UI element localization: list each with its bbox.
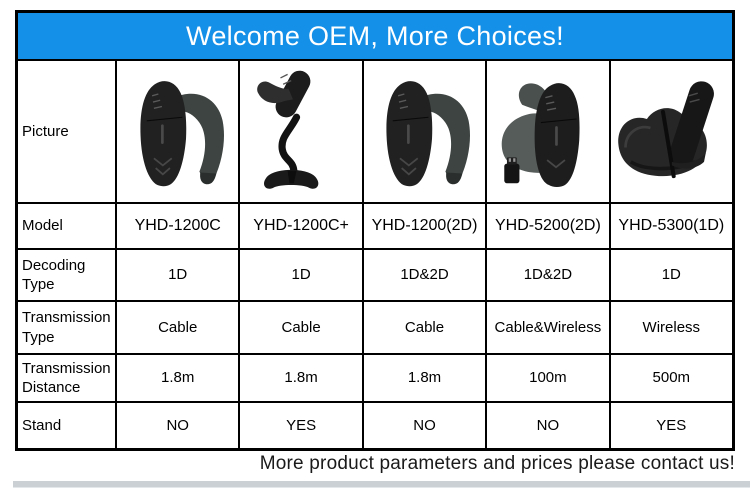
picture-cell-yhd-5200-2d	[487, 61, 609, 202]
banner-title: Welcome OEM, More Choices!	[186, 20, 564, 51]
stand-value: NO	[487, 403, 609, 448]
transmission-distance-value: 1.8m	[117, 355, 239, 401]
transmission-type-value: Cable&Wireless	[487, 302, 609, 353]
transmission-distance-value: 100m	[487, 355, 609, 401]
transmission-distance-value: 500m	[610, 355, 732, 401]
stand-value: YES	[610, 403, 732, 448]
handheld-scanner-icon	[386, 81, 471, 187]
transmission-type-value: Cable	[240, 302, 362, 353]
decoding-type-value: 1D&2D	[487, 250, 609, 300]
scanner-on-stand-icon	[257, 70, 319, 189]
row-label-stand: Stand	[18, 403, 115, 448]
transmission-type-value: Cable	[363, 302, 486, 353]
model-yhd-5200-2d: YHD-5200(2D)	[487, 204, 609, 248]
decoding-type-value: 1D	[240, 250, 362, 300]
model-yhd-5300-1d: YHD-5300(1D)	[610, 204, 732, 248]
page-divider	[13, 481, 750, 488]
picture-cell-yhd-1200c-plus	[240, 61, 362, 202]
row-label-transmission-distance: Transmission Distance	[18, 355, 115, 401]
model-yhd-1200c-plus: YHD-1200C+	[240, 204, 362, 248]
scanner-in-cradle-icon	[618, 81, 715, 179]
stand-value: YES	[240, 403, 362, 448]
stand-value: NO	[363, 403, 486, 448]
picture-cell-yhd-1200-2d	[363, 61, 486, 202]
decoding-type-value: 1D&2D	[363, 250, 486, 300]
decoding-type-value: 1D	[117, 250, 239, 300]
transmission-distance-value: 1.8m	[240, 355, 362, 401]
contact-note: More product parameters and prices pleas…	[259, 453, 735, 474]
picture-cell-yhd-5300-1d	[610, 61, 732, 202]
model-yhd-1200c: YHD-1200C	[117, 204, 239, 248]
product-comparison-table: Picture	[18, 61, 732, 448]
stand-value: NO	[117, 403, 239, 448]
promo-comparison-panel: Welcome OEM, More Choices! Picture	[15, 10, 735, 451]
row-label-decoding-type: Decoding Type	[18, 250, 115, 300]
picture-cell-yhd-1200c	[117, 61, 239, 202]
row-label-transmission-type: Transmission Type	[18, 302, 115, 353]
row-label-picture: Picture	[18, 61, 115, 202]
scanner-with-dongle-icon	[501, 83, 580, 188]
row-label-model: Model	[18, 204, 115, 248]
handheld-scanner-icon	[140, 81, 224, 187]
transmission-distance-value: 1.8m	[363, 355, 486, 401]
transmission-type-value: Wireless	[610, 302, 732, 353]
welcome-banner: Welcome OEM, More Choices!	[18, 13, 732, 61]
model-yhd-1200-2d: YHD-1200(2D)	[363, 204, 486, 248]
transmission-type-value: Cable	[117, 302, 239, 353]
decoding-type-value: 1D	[610, 250, 732, 300]
